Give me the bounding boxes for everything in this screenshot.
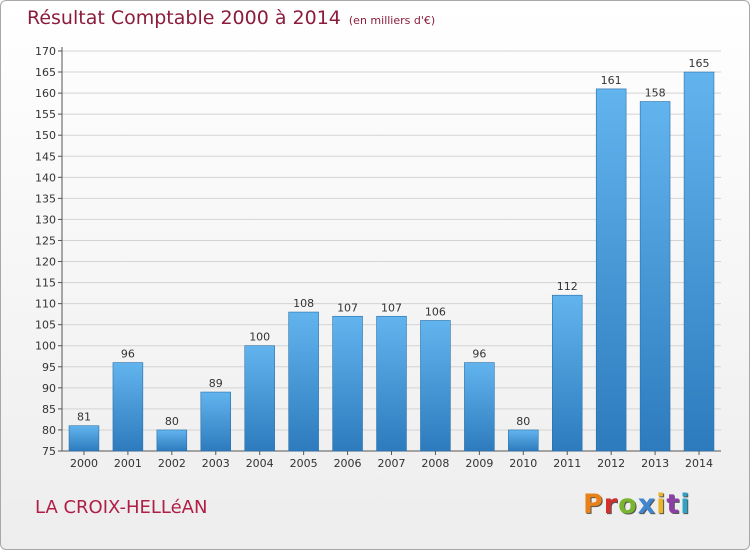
y-tick-labels: 75 80 85 90 95 100 105 110 115 120 125 130 135 140 145… [35, 45, 56, 458]
y-tick-label: 115 [35, 277, 56, 290]
y-tick-label: 170 [35, 45, 56, 58]
bar [464, 362, 495, 452]
data-label: 107 [381, 301, 402, 314]
x-tick-label: 2012 [597, 457, 625, 470]
x-tick-label: 2010 [509, 457, 537, 470]
x-tick-label: 2011 [553, 457, 581, 470]
data-labels: 81 96 80 89 100 108 107 107 106 96 80 112 161 158 165 [77, 57, 710, 428]
commune-name: LA CROIX-HELLéAN [35, 497, 208, 518]
bar [639, 101, 671, 452]
y-tick-label: 130 [35, 213, 56, 226]
y-tick-label: 145 [35, 150, 56, 163]
data-label: 107 [337, 301, 358, 314]
y-tick-label: 105 [35, 319, 56, 332]
x-tick-label: 2001 [114, 457, 142, 470]
y-tick-label: 155 [35, 108, 56, 121]
data-label: 80 [516, 415, 530, 428]
x-tick-label: 2000 [70, 457, 98, 470]
bars [68, 71, 715, 452]
y-tick-label: 120 [35, 256, 56, 269]
bar [68, 425, 100, 452]
brand-letter: P [583, 489, 604, 520]
brand-letter: t [666, 489, 681, 520]
brand-letter: o [618, 489, 638, 520]
data-label: 106 [425, 305, 446, 318]
bar [376, 315, 407, 452]
bar [595, 88, 627, 452]
data-label: 80 [165, 415, 179, 428]
bar [332, 315, 363, 452]
chart-title: Résultat Comptable 2000 à 2014 (en millie… [27, 7, 435, 29]
y-tick-label: 75 [42, 445, 56, 458]
y-tick-label: 160 [35, 87, 56, 100]
x-tick-label: 2002 [158, 457, 186, 470]
chart-subtitle: (en milliers d'€) [348, 14, 436, 27]
proxiti-logo: Proxiti [583, 489, 691, 520]
x-tick-label: 2009 [465, 457, 493, 470]
y-tick-label: 90 [42, 382, 56, 395]
y-tick-label: 100 [35, 340, 56, 353]
bar [508, 429, 539, 452]
x-tick-label: 2007 [378, 457, 406, 470]
bar [112, 362, 144, 452]
chart-title-text: Résultat Comptable 2000 à 2014 [27, 7, 341, 29]
x-tick-label: 2003 [202, 457, 230, 470]
bar [200, 391, 232, 452]
x-tick-labels: 2000 2001 2002 2003 2004 2005 2006 2007 2008 2009… [70, 451, 713, 470]
bar [288, 311, 319, 452]
bar [420, 320, 451, 452]
y-tick-label: 140 [35, 171, 56, 184]
data-label: 165 [689, 57, 710, 70]
data-label: 89 [209, 377, 223, 390]
bar [683, 71, 715, 452]
brand-letter: i [656, 489, 667, 520]
bar [551, 294, 583, 452]
y-tick-label: 95 [42, 361, 56, 374]
x-tick-label: 2006 [334, 457, 362, 470]
brand-letter: x [637, 489, 657, 520]
y-tick-label: 80 [42, 424, 56, 437]
brand-letter: r [603, 489, 619, 520]
x-tick-label: 2013 [641, 457, 669, 470]
y-tick-label: 110 [35, 298, 56, 311]
y-tick-label: 135 [35, 192, 56, 205]
x-tick-label: 2008 [421, 457, 449, 470]
data-label: 108 [293, 297, 314, 310]
data-label: 161 [601, 74, 622, 87]
x-tick-label: 2004 [246, 457, 274, 470]
y-tick-label: 85 [42, 403, 56, 416]
brand-letter: i [680, 489, 691, 520]
x-tick-label: 2014 [685, 457, 713, 470]
y-tick-label: 125 [35, 234, 56, 247]
data-label: 96 [121, 348, 135, 361]
data-label: 112 [557, 280, 578, 293]
x-tick-label: 2005 [290, 457, 318, 470]
data-label: 96 [472, 348, 486, 361]
y-tick-label: 165 [35, 66, 56, 79]
data-label: 100 [249, 331, 270, 344]
y-tick-label: 150 [35, 129, 56, 142]
data-label: 81 [77, 411, 91, 424]
bar [156, 429, 188, 452]
bar [244, 345, 275, 452]
data-label: 158 [645, 87, 666, 100]
